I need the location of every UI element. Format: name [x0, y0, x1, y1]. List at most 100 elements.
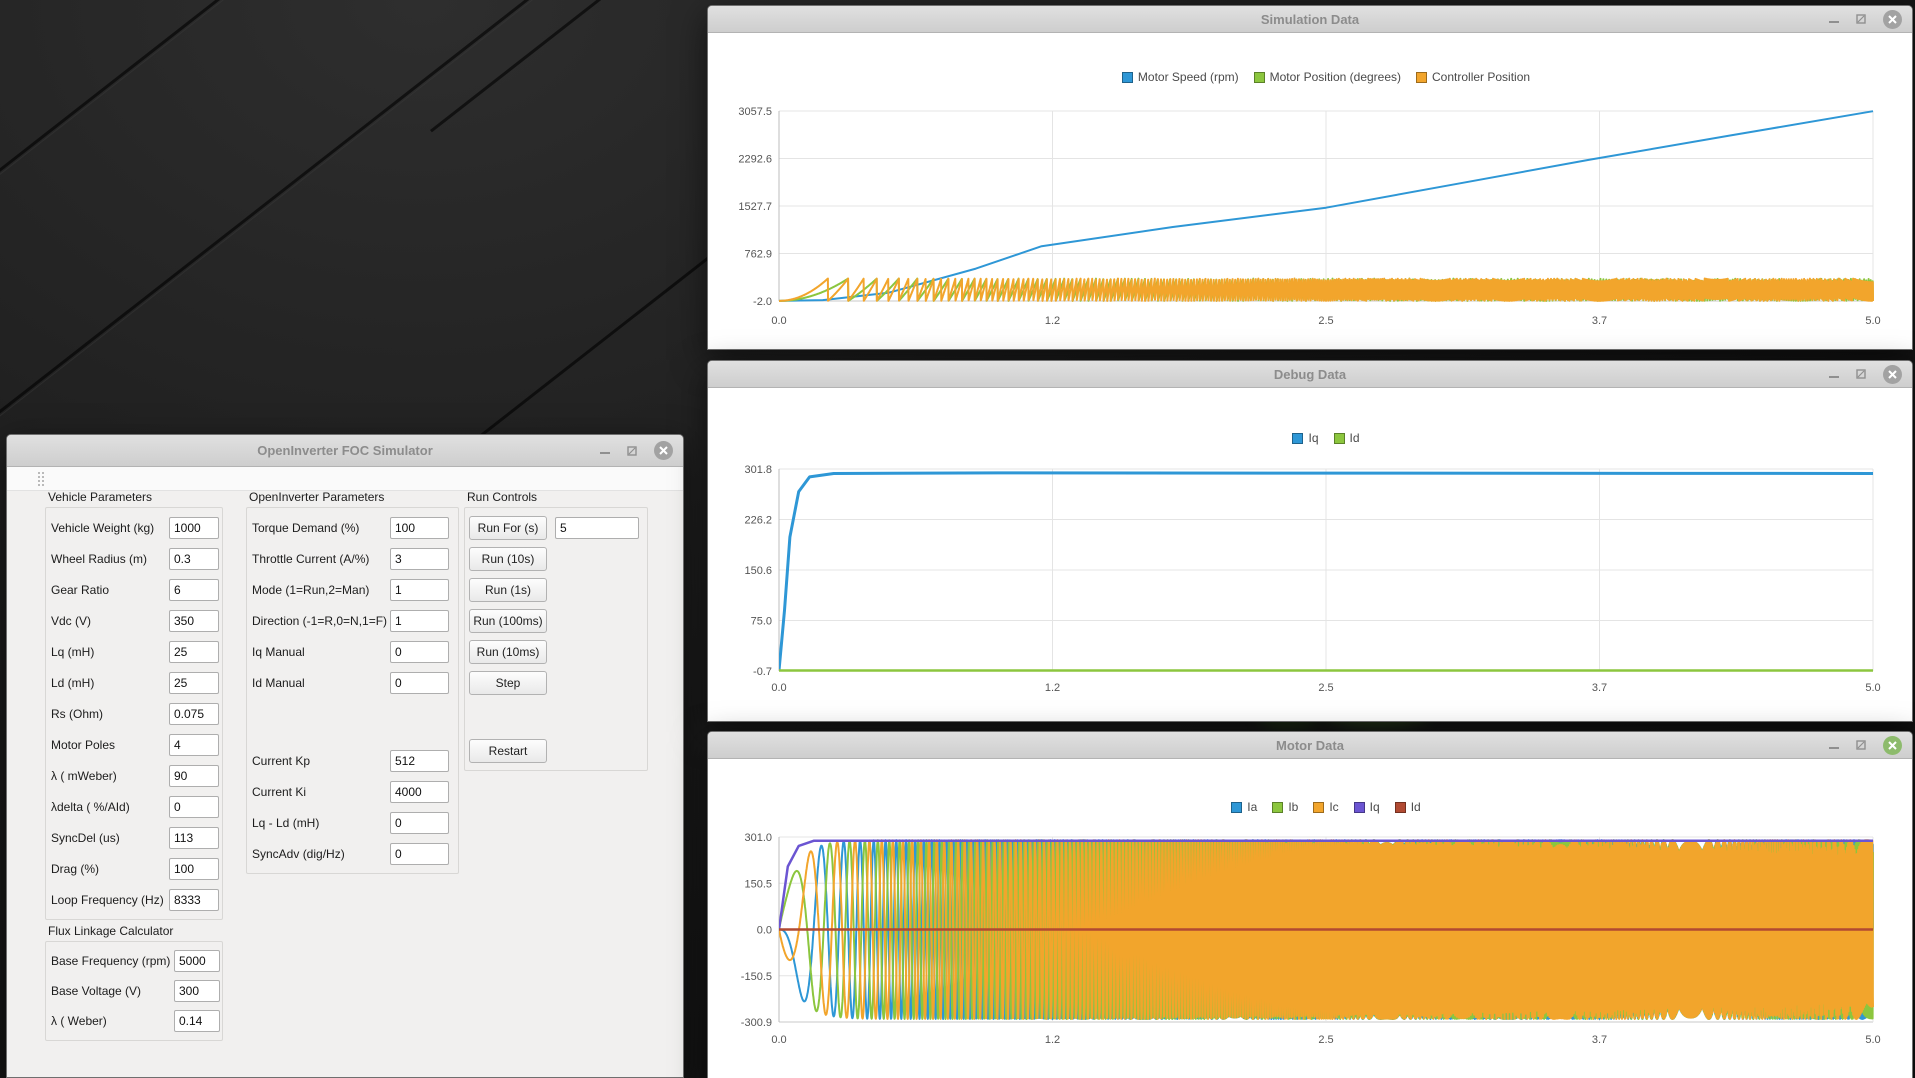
parameter-row: Current Kp	[247, 745, 458, 776]
field-input[interactable]	[390, 842, 449, 865]
run-for-button[interactable]: Run For (s)	[469, 515, 547, 540]
chart-titlebar[interactable]: Simulation Data	[708, 6, 1912, 33]
restore-icon[interactable]	[1856, 369, 1866, 379]
field-input[interactable]	[390, 516, 449, 539]
chart-canvas[interactable]: 301.0 150.5 0.0 -150.5 -300.9 0.0 1.2 2.5 3.7 5.0	[708, 732, 1913, 1078]
parameter-row: Current Ki	[247, 776, 458, 807]
run-button[interactable]: Step	[469, 670, 547, 695]
field-input[interactable]	[169, 578, 219, 601]
field-label: Vehicle Weight (kg)	[51, 520, 155, 535]
field-input[interactable]	[390, 547, 449, 570]
legend-label: Id	[1410, 800, 1421, 814]
spacer	[247, 698, 458, 745]
minimize-icon[interactable]	[600, 452, 610, 454]
run-button[interactable]: Run (10ms)	[469, 639, 547, 664]
parameter-row: Wheel Radius (m)	[46, 543, 222, 574]
legend-swatch-icon	[1231, 801, 1243, 813]
field-input[interactable]	[169, 888, 219, 911]
restore-icon[interactable]	[1856, 740, 1866, 750]
field-input[interactable]	[169, 640, 219, 663]
field-input[interactable]	[390, 578, 449, 601]
field-label: Iq Manual	[252, 644, 305, 659]
legend-label: Ib	[1288, 800, 1299, 814]
minimize-icon[interactable]	[1829, 375, 1839, 378]
field-input[interactable]	[390, 780, 449, 803]
run-button[interactable]: Run (10s)	[469, 546, 547, 571]
field-label: Id Manual	[252, 675, 305, 690]
svg-text:226.2: 226.2	[744, 515, 772, 527]
simulator-titlebar[interactable]: OpenInverter FOC Simulator	[7, 435, 683, 467]
field-label: Throttle Current (A/%)	[252, 551, 370, 566]
svg-text:0.0: 0.0	[771, 315, 786, 327]
restart-button[interactable]: Restart	[469, 738, 547, 763]
run-row: Run For (s)	[465, 512, 647, 543]
chart-canvas[interactable]: 3057.5 2292.6 1527.7 762.9 -2.0 0.0 1.2 2.5 3.7 5…	[708, 6, 1913, 350]
close-icon[interactable]	[1883, 364, 1902, 384]
field-input[interactable]	[174, 1010, 220, 1032]
minimize-icon[interactable]	[1829, 20, 1839, 23]
parameter-row: Base Voltage (V)	[46, 976, 222, 1006]
field-input[interactable]	[390, 811, 449, 834]
field-input[interactable]	[169, 702, 219, 725]
field-input[interactable]	[169, 516, 219, 539]
svg-text:0.0: 0.0	[771, 1034, 786, 1046]
minimize-icon[interactable]	[1829, 746, 1839, 749]
svg-text:762.9: 762.9	[744, 249, 772, 261]
field-input[interactable]	[169, 609, 219, 632]
field-input[interactable]	[169, 764, 219, 787]
chart-canvas[interactable]: 301.8 226.2 150.6 75.0 -0.7 0.0 1.2 2.5 3.7 5.0	[708, 361, 1913, 722]
field-label: SyncAdv (dig/Hz)	[252, 846, 345, 861]
field-input[interactable]	[390, 609, 449, 632]
field-input[interactable]	[169, 857, 219, 880]
field-input[interactable]	[390, 749, 449, 772]
window-title: OpenInverter FOC Simulator	[257, 443, 433, 458]
simulation-data-window: Simulation Data Motor Speed (rpm) Motor P…	[707, 5, 1913, 350]
field-label: Vdc (V)	[51, 613, 92, 628]
restore-icon[interactable]	[627, 445, 637, 456]
close-icon[interactable]	[1883, 735, 1902, 755]
parameter-row: Drag (%)	[46, 853, 222, 884]
series-Controller Position	[779, 277, 1874, 302]
field-input[interactable]	[169, 795, 219, 818]
field-input[interactable]	[390, 640, 449, 663]
field-input[interactable]	[174, 980, 220, 1002]
field-label: SyncDel (us)	[51, 830, 120, 845]
drag-handle-icon[interactable]	[37, 471, 46, 487]
series-Iq	[779, 839, 1873, 930]
field-label: Lq - Ld (mH)	[252, 815, 320, 830]
section-header: OpenInverter Parameters	[249, 490, 385, 504]
legend-swatch-icon	[1292, 432, 1304, 444]
svg-text:-150.5: -150.5	[741, 971, 772, 983]
parameter-row: λ ( mWeber)	[46, 760, 222, 791]
field-input[interactable]	[169, 826, 219, 849]
run-row: Run (100ms)	[465, 605, 647, 636]
field-input[interactable]	[169, 733, 219, 756]
restore-icon[interactable]	[1856, 14, 1866, 24]
field-label: Base Voltage (V)	[51, 984, 142, 998]
run-button[interactable]: Run (1s)	[469, 577, 547, 602]
field-input[interactable]	[174, 950, 220, 972]
chart-titlebar[interactable]: Motor Data	[708, 732, 1912, 759]
svg-text:0.0: 0.0	[757, 925, 772, 937]
close-icon[interactable]	[654, 441, 673, 460]
svg-text:5.0: 5.0	[1865, 682, 1880, 694]
legend-item: Motor Position (degrees)	[1253, 70, 1401, 84]
parameter-row: Loop Frequency (Hz)	[46, 884, 222, 915]
field-input[interactable]	[390, 671, 449, 694]
svg-text:301.8: 301.8	[744, 464, 772, 476]
field-input[interactable]	[169, 547, 219, 570]
close-icon[interactable]	[1883, 9, 1902, 29]
run-for-seconds-input[interactable]	[555, 516, 639, 539]
field-label: Ld (mH)	[51, 675, 95, 690]
parameter-row: Id Manual	[247, 667, 458, 698]
chart-titlebar[interactable]: Debug Data	[708, 361, 1912, 388]
parameter-row: λdelta ( %/AId)	[46, 791, 222, 822]
svg-text:-300.9: -300.9	[741, 1017, 772, 1029]
legend-item: Ia	[1231, 800, 1257, 814]
field-input[interactable]	[169, 671, 219, 694]
parameter-row: Motor Poles	[46, 729, 222, 760]
run-button[interactable]: Run (100ms)	[469, 608, 547, 633]
svg-text:2.5: 2.5	[1318, 682, 1333, 694]
run-row: Run (1s)	[465, 574, 647, 605]
parameter-row: Lq (mH)	[46, 636, 222, 667]
